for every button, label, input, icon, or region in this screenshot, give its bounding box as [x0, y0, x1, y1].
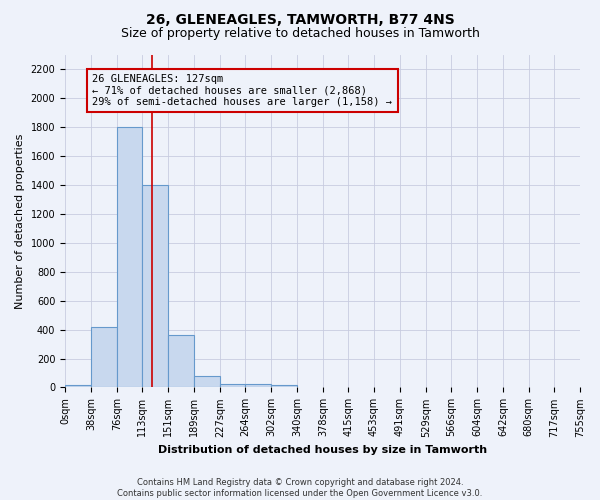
Bar [168, 336, 194, 388]
Bar [220, 384, 245, 388]
Text: 26, GLENEAGLES, TAMWORTH, B77 4NS: 26, GLENEAGLES, TAMWORTH, B77 4NS [146, 12, 454, 26]
Bar [245, 384, 271, 388]
X-axis label: Distribution of detached houses by size in Tamworth: Distribution of detached houses by size … [158, 445, 487, 455]
Bar [65, 384, 91, 388]
Bar [194, 376, 220, 388]
Text: 26 GLENEAGLES: 127sqm
← 71% of detached houses are smaller (2,868)
29% of semi-d: 26 GLENEAGLES: 127sqm ← 71% of detached … [92, 74, 392, 107]
Text: Contains HM Land Registry data © Crown copyright and database right 2024.
Contai: Contains HM Land Registry data © Crown c… [118, 478, 482, 498]
Y-axis label: Number of detached properties: Number of detached properties [15, 134, 25, 309]
Bar [271, 384, 297, 388]
Text: Size of property relative to detached houses in Tamworth: Size of property relative to detached ho… [121, 28, 479, 40]
Bar [142, 185, 168, 388]
Bar [91, 326, 117, 388]
Bar [117, 128, 142, 388]
